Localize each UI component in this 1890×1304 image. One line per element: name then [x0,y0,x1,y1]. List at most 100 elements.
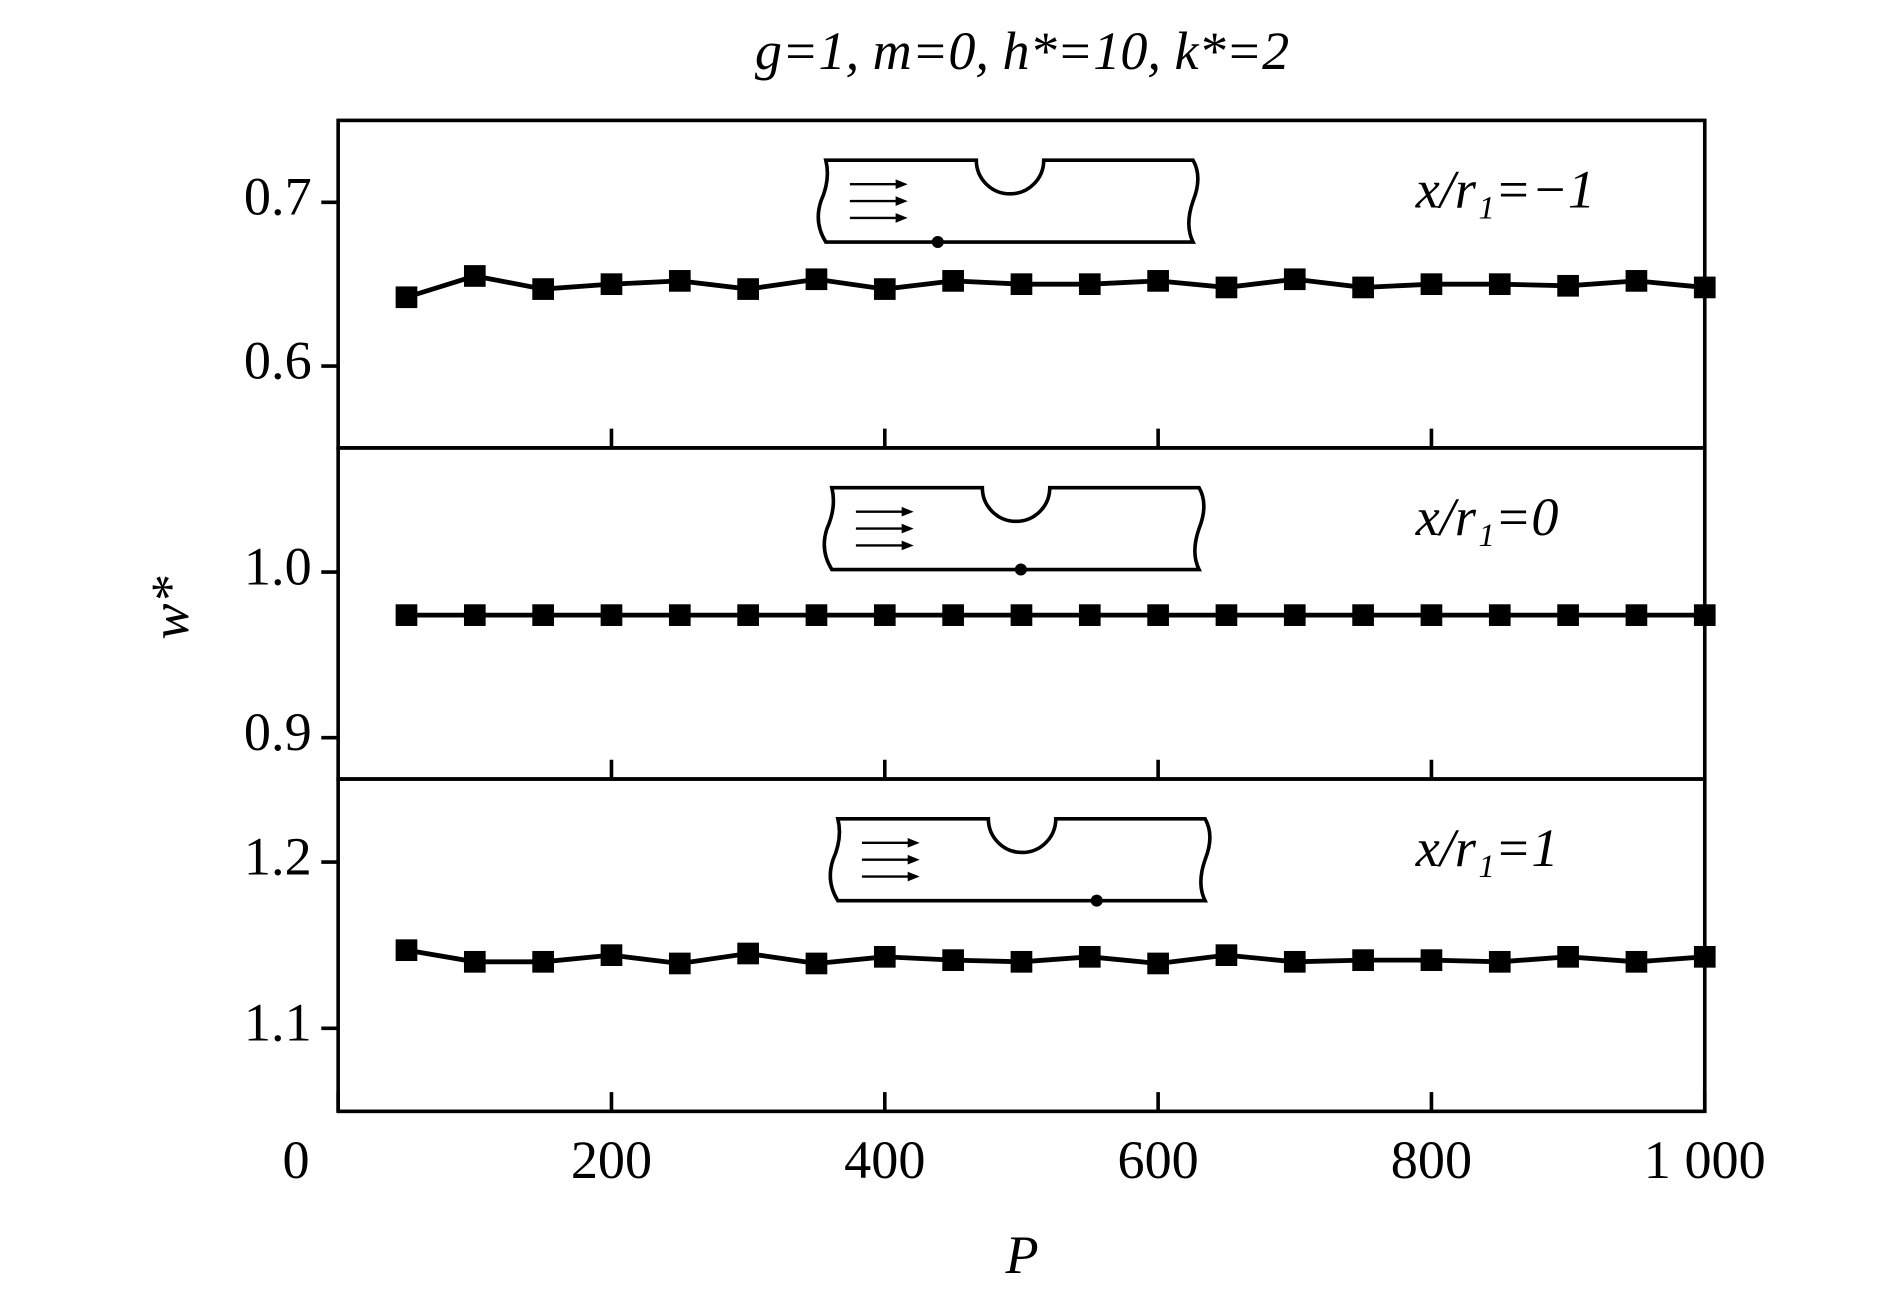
x-tick-label: 800 [1391,1130,1472,1190]
data-marker [737,942,759,965]
x-tick-label: 200 [571,1130,652,1190]
inset-arrowhead [895,179,908,190]
data-marker [395,939,418,962]
data-marker [1147,604,1169,626]
data-marker [1557,274,1579,297]
data-marker [1078,945,1101,968]
data-marker [1557,604,1579,626]
data-marker [805,604,828,626]
data-marker [463,604,486,626]
inset-arrowhead [901,506,914,517]
data-marker [1352,276,1374,299]
inset-diagram [822,485,1206,576]
x-axis-label: P [1005,1225,1039,1285]
data-marker [600,604,623,626]
data-marker [668,270,691,292]
inset-outline [816,158,1200,244]
data-marker [395,286,418,309]
data-marker [668,604,691,626]
inset-arrowhead [907,838,920,848]
inset-arrowhead [895,213,908,223]
data-marker [1010,273,1033,295]
x-tick-label: 400 [844,1130,925,1190]
data-marker [873,945,896,968]
data-marker [532,278,554,300]
annotation: x/r₁=−1 [1415,159,1595,219]
y-tick-label: 0.7 [244,167,312,227]
chart-title: g=1, m=0, h*=10, k*=2 [755,21,1289,81]
inset-dot [1014,563,1027,576]
data-marker [873,604,896,626]
data-marker [463,265,486,287]
data-marker [600,944,623,966]
y-axis-label: w* [140,576,200,640]
data-marker [1078,604,1101,626]
data-marker [532,950,554,973]
data-marker [1488,273,1511,295]
data-line [405,273,1705,300]
data-marker [1693,604,1716,626]
data-marker [1352,604,1374,626]
data-marker [395,604,418,626]
inset-outline [822,485,1206,572]
data-marker [1557,945,1579,968]
x-tick-label: 600 [1117,1130,1198,1190]
data-marker [1488,950,1511,973]
inset-arrowhead [895,196,908,206]
data-marker [1693,276,1716,299]
inset-dot [1090,894,1103,907]
inset-outline [828,816,1212,903]
y-tick-label: 1.1 [244,993,312,1053]
data-marker [805,952,828,975]
data-marker [600,273,623,295]
data-marker [463,950,486,973]
y-tick-label: 0.6 [244,330,312,390]
annotation: x/r₁=1 [1415,818,1559,878]
data-marker [737,278,759,300]
inset-arrowhead [907,871,920,882]
data-marker [668,952,691,975]
x-tick-label: 1 000 [1644,1130,1766,1190]
data-marker [805,268,828,291]
x-tick-label: 0 [282,1130,309,1190]
data-marker [532,604,554,626]
data-marker [1488,604,1511,626]
data-marker [942,949,964,971]
inset-arrowhead [901,523,914,534]
data-marker [1352,949,1374,971]
data-marker [1283,604,1306,626]
data-marker [873,278,896,300]
data-marker [1625,604,1648,626]
data-marker [1420,949,1443,971]
y-tick-label: 1.2 [244,827,312,887]
inset-arrowhead [901,540,914,551]
data-marker [1283,950,1306,973]
data-marker [1147,952,1169,975]
inset-dot [931,235,944,249]
data-marker [1215,944,1238,966]
data-marker [1147,270,1169,292]
inset-diagram [828,816,1212,907]
data-marker [1693,945,1716,968]
annotation: x/r₁=0 [1415,487,1559,547]
panel-frame [336,777,1707,1114]
data-marker [1420,273,1443,295]
data-marker [1215,276,1238,299]
data-marker [942,604,964,626]
data-marker [1010,950,1033,973]
data-marker [737,604,759,626]
data-marker [1625,270,1648,292]
y-tick-label: 0.9 [244,702,312,762]
data-marker [1215,604,1238,626]
data-marker [1010,604,1033,626]
inset-diagram [816,158,1200,249]
data-marker [1283,268,1306,291]
data-marker [1078,273,1101,295]
data-marker [942,270,964,292]
data-marker [1420,604,1443,626]
data-marker [1625,950,1648,973]
y-tick-label: 1.0 [244,537,312,597]
inset-arrowhead [907,854,920,865]
